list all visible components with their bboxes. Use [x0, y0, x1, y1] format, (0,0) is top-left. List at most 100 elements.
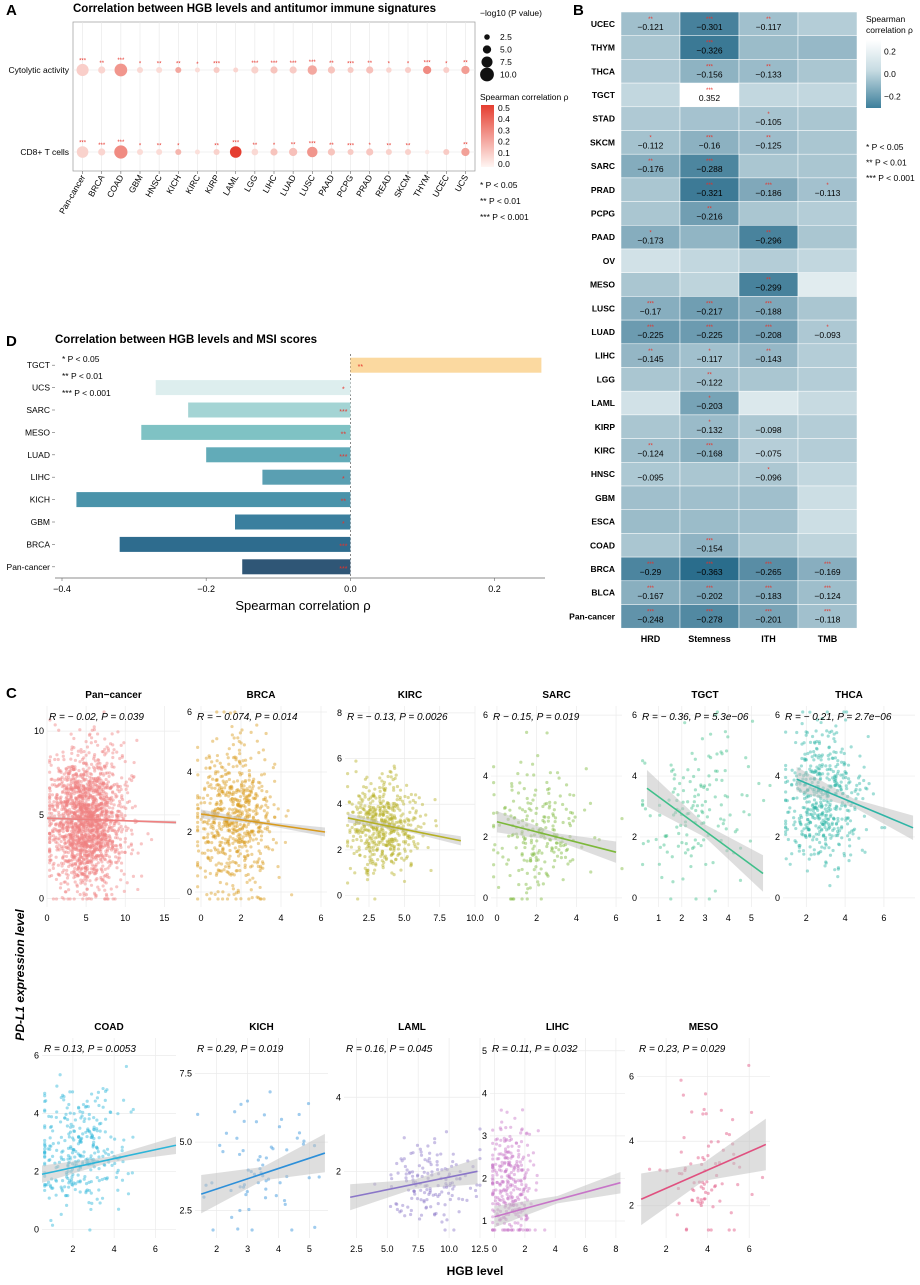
point — [201, 827, 206, 831]
point — [505, 862, 509, 866]
point — [70, 791, 74, 795]
row-label: KIRC — [594, 445, 615, 455]
point — [830, 821, 834, 825]
point — [115, 885, 119, 889]
point — [92, 827, 96, 831]
cell-label: −0.186 — [755, 188, 782, 198]
point — [788, 806, 792, 810]
sig-star: ** — [214, 143, 219, 149]
point — [500, 846, 504, 850]
point — [561, 878, 565, 882]
point — [104, 777, 108, 782]
point — [251, 876, 255, 880]
point — [823, 838, 828, 842]
point — [507, 834, 511, 838]
point — [84, 753, 88, 757]
point — [108, 838, 112, 843]
point — [693, 788, 698, 792]
x-tick-label: 10.0 — [466, 913, 484, 923]
point — [101, 1086, 105, 1091]
point — [202, 801, 207, 805]
point — [100, 750, 104, 754]
point — [414, 809, 418, 813]
panel-d: D Correlation between HGB levels and MSI … — [6, 333, 545, 613]
point — [82, 778, 86, 782]
point — [49, 1218, 53, 1223]
point — [105, 761, 109, 765]
point — [545, 780, 549, 785]
point — [238, 731, 242, 735]
point — [79, 822, 83, 826]
point — [112, 783, 117, 787]
point — [69, 732, 73, 736]
color-legend-title: Spearman correlation ρ — [480, 92, 569, 102]
point — [91, 867, 95, 871]
point — [48, 1125, 53, 1129]
point — [46, 1147, 50, 1151]
point — [572, 793, 576, 797]
point — [91, 823, 95, 827]
point — [515, 835, 520, 839]
point — [56, 863, 60, 867]
y-tick-label: 2 — [337, 845, 342, 855]
point — [408, 810, 412, 815]
point — [65, 1106, 69, 1110]
point — [423, 1158, 427, 1162]
point — [72, 841, 76, 846]
point — [239, 811, 243, 816]
point — [78, 1138, 82, 1142]
sig-star: *** — [706, 136, 714, 142]
point — [100, 801, 104, 805]
y-tick-label: 0 — [632, 893, 637, 903]
point — [118, 784, 122, 789]
y-tick-label: 0 — [337, 891, 342, 901]
x-tick-label: LGG — [242, 173, 260, 194]
point — [99, 797, 103, 801]
point — [557, 776, 561, 780]
point — [405, 1168, 409, 1172]
point — [864, 828, 869, 832]
point — [55, 1110, 59, 1114]
point — [218, 1143, 222, 1147]
y-tick-label: 2 — [34, 1166, 39, 1176]
point — [242, 743, 246, 747]
point — [395, 794, 400, 798]
point — [395, 1207, 400, 1212]
point — [382, 806, 387, 810]
point — [95, 868, 99, 872]
heat-cell-MESO-TMB — [797, 272, 858, 297]
point — [206, 848, 210, 852]
point — [700, 809, 704, 813]
point — [80, 855, 84, 860]
point — [70, 843, 75, 847]
heat-cell-SKCM-TMB — [797, 130, 858, 155]
point — [422, 1170, 426, 1174]
cell-label: −0.096 — [755, 472, 782, 482]
point — [831, 769, 836, 774]
point — [102, 857, 107, 861]
point — [216, 897, 220, 901]
point — [373, 868, 377, 872]
point — [249, 730, 253, 734]
dot-CD8+ T cells-LUAD — [288, 147, 298, 157]
point — [213, 892, 217, 896]
point — [136, 851, 140, 855]
point — [245, 810, 249, 814]
point — [215, 753, 220, 758]
point — [227, 777, 231, 782]
point — [57, 782, 62, 786]
point — [413, 793, 418, 797]
point — [89, 830, 93, 834]
point — [85, 864, 89, 869]
y-tick-label: 0 — [34, 1224, 39, 1234]
heat-cell-Pan-cancer-TMB — [797, 604, 858, 629]
point — [55, 793, 59, 797]
sig-star: *** — [347, 143, 355, 149]
x-tick-label: 4 — [843, 913, 848, 923]
point — [104, 838, 108, 842]
point — [81, 824, 86, 828]
point — [369, 846, 373, 850]
point — [79, 750, 83, 754]
point — [390, 840, 394, 844]
stat-label: R = 0.13, P = 0.0053 — [44, 1044, 136, 1055]
